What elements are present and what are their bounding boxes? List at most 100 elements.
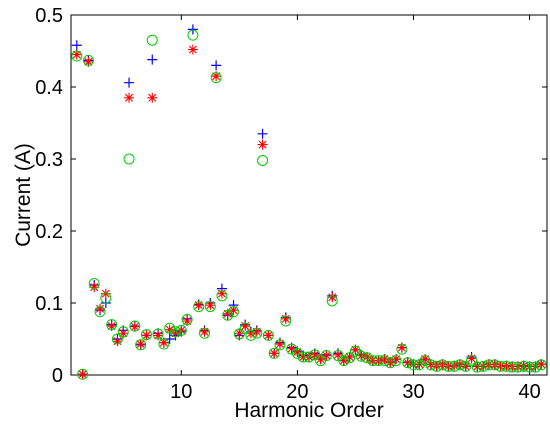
data-point-star: [124, 92, 135, 103]
data-point-star: [489, 359, 500, 370]
data-point-star: [309, 349, 320, 360]
data-point-circle: [233, 328, 245, 340]
x-tick-label: 30: [402, 381, 424, 403]
y-tick-label: 0.4: [35, 77, 63, 99]
data-point-star: [234, 328, 245, 339]
y-tick-labels: 0 0.1 0.2 0.3 0.4 0.5: [35, 5, 63, 387]
data-point-circle: [489, 359, 501, 371]
data-point-star: [454, 359, 465, 370]
data-point-star: [315, 354, 326, 365]
data-point-star: [408, 359, 419, 370]
data-point-circle: [135, 339, 147, 351]
data-point-circle: [466, 355, 478, 367]
data-point-circle: [129, 320, 141, 332]
data-point-star: [530, 361, 541, 372]
data-point-star: [170, 328, 181, 339]
data-point-circle: [529, 361, 541, 373]
data-point-plus: [164, 334, 175, 344]
data-point-star: [176, 325, 187, 336]
data-point-circle: [512, 361, 524, 373]
x-axis-label: Harmonic Order: [234, 399, 383, 422]
data-point-circle: [437, 359, 449, 371]
data-markers: [71, 24, 547, 380]
data-point-circle: [140, 329, 152, 341]
data-point-plus: [124, 77, 135, 88]
data-point-star: [466, 353, 477, 364]
data-point-star: [362, 352, 373, 362]
data-point-star: [71, 49, 82, 60]
data-point-star: [437, 359, 448, 370]
data-point-star: [431, 361, 442, 372]
x-tick-label: 10: [170, 381, 192, 403]
data-point-circle: [338, 355, 350, 367]
data-point-circle: [100, 292, 112, 304]
data-point-circle: [152, 328, 164, 340]
y-tick-label: 0.2: [35, 221, 63, 243]
data-point-star: [100, 288, 111, 299]
data-point-circle: [274, 339, 286, 351]
data-point-star: [327, 292, 338, 303]
data-point-circle: [123, 153, 135, 165]
data-point-circle: [204, 301, 216, 313]
data-point-star: [182, 316, 193, 326]
data-point-circle: [361, 352, 373, 364]
data-point-star: [129, 321, 140, 332]
data-point-star: [257, 139, 268, 150]
data-point-star: [414, 359, 425, 370]
data-point-star: [449, 360, 460, 371]
data-point-circle: [320, 350, 332, 362]
data-point-star: [518, 360, 529, 371]
data-point-circle: [413, 359, 425, 371]
x-tick-labels: 10 20 30 40: [170, 381, 541, 403]
data-point-star: [391, 354, 402, 365]
data-point-star: [280, 313, 291, 324]
data-point-circle: [117, 326, 129, 338]
data-point-star: [164, 324, 175, 335]
data-point-star: [495, 361, 506, 372]
data-point-circle: [146, 34, 158, 46]
data-point-star: [216, 288, 227, 299]
data-point-circle: [286, 343, 298, 355]
x-tick-label: 40: [518, 381, 540, 403]
data-point-circle: [524, 361, 536, 373]
data-point-star: [478, 361, 489, 372]
data-point-star: [425, 359, 436, 370]
data-point-plus: [187, 24, 198, 35]
data-point-plus: [147, 54, 158, 65]
data-point-circle: [111, 333, 123, 345]
y-tick-label: 0: [52, 365, 63, 387]
data-point-circle: [506, 361, 518, 373]
data-point-star: [274, 339, 285, 350]
data-point-circle: [245, 329, 257, 341]
data-point-star: [211, 71, 222, 82]
data-point-star: [112, 336, 123, 347]
data-point-star: [269, 348, 280, 359]
data-point-star: [95, 303, 106, 314]
data-point-star: [356, 350, 367, 361]
y-tick-label: 0.3: [35, 149, 63, 171]
data-point-circle: [518, 360, 530, 372]
data-point-star: [304, 352, 314, 362]
data-point-star: [460, 361, 471, 372]
data-point-circle: [303, 351, 315, 363]
y-tick-label: 0.1: [35, 293, 63, 315]
data-point-star: [106, 321, 117, 332]
data-point-plus: [257, 128, 268, 139]
data-point-circle: [291, 347, 303, 359]
data-point-star: [333, 349, 344, 360]
data-point-star: [153, 330, 164, 341]
data-point-plus: [71, 40, 82, 51]
data-point-star: [350, 344, 361, 355]
data-point-star: [77, 369, 88, 380]
data-point-star: [536, 359, 547, 370]
data-point-star: [373, 355, 384, 366]
data-point-star: [245, 328, 256, 339]
data-point-circle: [77, 368, 89, 380]
data-point-star: [524, 361, 535, 372]
data-point-star: [367, 355, 378, 366]
data-point-circle: [268, 347, 280, 359]
data-point-star: [83, 56, 94, 67]
data-point-plus: [211, 60, 222, 71]
data-point-circle: [402, 357, 414, 369]
